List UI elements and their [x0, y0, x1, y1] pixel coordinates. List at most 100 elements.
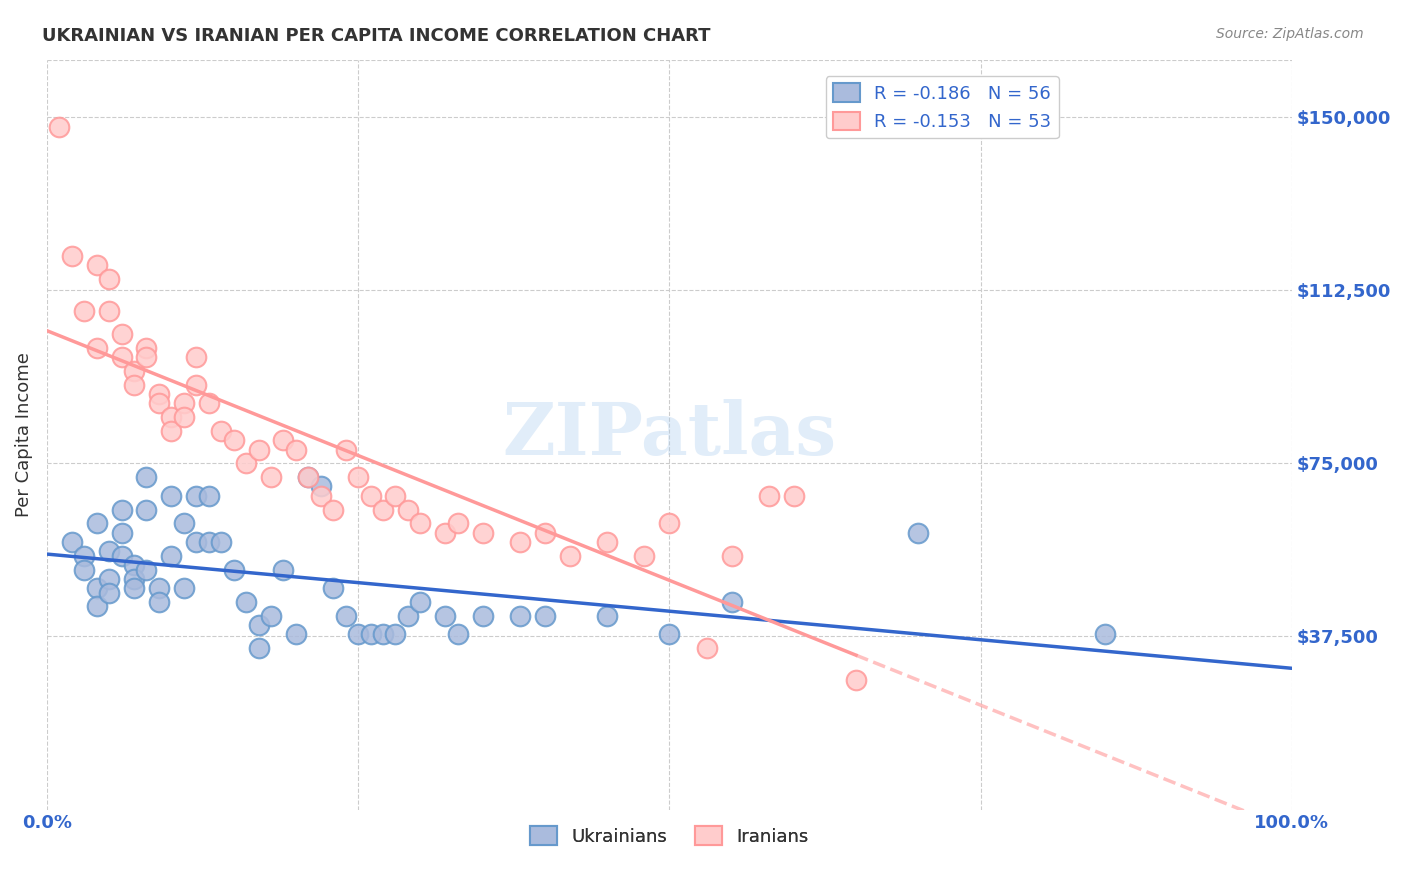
Point: [173, 581, 195, 595]
Point: [371, 627, 394, 641]
Text: UKRAINIAN VS IRANIAN PER CAPITA INCOME CORRELATION CHART: UKRAINIAN VS IRANIAN PER CAPITA INCOME C…: [42, 27, 710, 45]
Point: [845, 673, 868, 688]
Point: [384, 489, 406, 503]
Point: [60, 249, 83, 263]
Point: [509, 608, 531, 623]
Point: [122, 581, 145, 595]
Point: [135, 502, 157, 516]
Point: [720, 595, 742, 609]
Point: [235, 595, 257, 609]
Point: [222, 434, 245, 448]
Point: [633, 549, 655, 563]
Point: [98, 304, 121, 318]
Point: [209, 424, 232, 438]
Point: [197, 489, 219, 503]
Point: [209, 534, 232, 549]
Point: [160, 424, 183, 438]
Point: [135, 470, 157, 484]
Point: [247, 640, 270, 655]
Point: [534, 608, 557, 623]
Point: [235, 457, 257, 471]
Point: [434, 525, 457, 540]
Text: Source: ZipAtlas.com: Source: ZipAtlas.com: [1216, 27, 1364, 41]
Point: [197, 396, 219, 410]
Point: [309, 479, 332, 493]
Point: [284, 627, 307, 641]
Point: [110, 502, 132, 516]
Point: [434, 608, 457, 623]
Point: [186, 378, 208, 392]
Point: [347, 470, 370, 484]
Point: [122, 572, 145, 586]
Point: [297, 470, 319, 484]
Point: [596, 534, 619, 549]
Point: [98, 272, 121, 286]
Point: [86, 599, 108, 614]
Point: [86, 516, 108, 531]
Point: [396, 608, 419, 623]
Point: [86, 581, 108, 595]
Point: [447, 516, 470, 531]
Point: [360, 489, 382, 503]
Point: [658, 516, 681, 531]
Point: [409, 516, 432, 531]
Point: [86, 341, 108, 355]
Point: [148, 581, 170, 595]
Point: [60, 534, 83, 549]
Point: [98, 544, 121, 558]
Point: [758, 489, 780, 503]
Point: [73, 549, 96, 563]
Point: [135, 351, 157, 365]
Point: [347, 627, 370, 641]
Point: [509, 534, 531, 549]
Point: [409, 595, 432, 609]
Point: [73, 563, 96, 577]
Point: [260, 608, 283, 623]
Point: [148, 396, 170, 410]
Point: [98, 572, 121, 586]
Point: [396, 502, 419, 516]
Point: [160, 489, 183, 503]
Point: [122, 364, 145, 378]
Text: ZIPatlas: ZIPatlas: [502, 399, 837, 470]
Point: [135, 341, 157, 355]
Point: [122, 558, 145, 572]
Legend: Ukrainians, Iranians: Ukrainians, Iranians: [523, 819, 815, 853]
Point: [534, 525, 557, 540]
Point: [471, 608, 494, 623]
Point: [173, 516, 195, 531]
Point: [186, 534, 208, 549]
Point: [247, 618, 270, 632]
Point: [322, 581, 344, 595]
Point: [222, 563, 245, 577]
Point: [160, 549, 183, 563]
Point: [907, 525, 929, 540]
Point: [148, 387, 170, 401]
Point: [197, 534, 219, 549]
Point: [1094, 627, 1116, 641]
Point: [260, 470, 283, 484]
Point: [135, 563, 157, 577]
Point: [186, 489, 208, 503]
Y-axis label: Per Capita Income: Per Capita Income: [15, 352, 32, 517]
Point: [384, 627, 406, 641]
Point: [160, 410, 183, 425]
Point: [720, 549, 742, 563]
Point: [696, 640, 718, 655]
Point: [186, 351, 208, 365]
Point: [335, 608, 357, 623]
Point: [371, 502, 394, 516]
Point: [110, 549, 132, 563]
Point: [360, 627, 382, 641]
Point: [247, 442, 270, 457]
Point: [86, 258, 108, 272]
Point: [73, 304, 96, 318]
Point: [173, 396, 195, 410]
Point: [273, 563, 295, 577]
Point: [596, 608, 619, 623]
Point: [322, 502, 344, 516]
Point: [48, 120, 70, 134]
Point: [783, 489, 806, 503]
Point: [558, 549, 581, 563]
Point: [122, 378, 145, 392]
